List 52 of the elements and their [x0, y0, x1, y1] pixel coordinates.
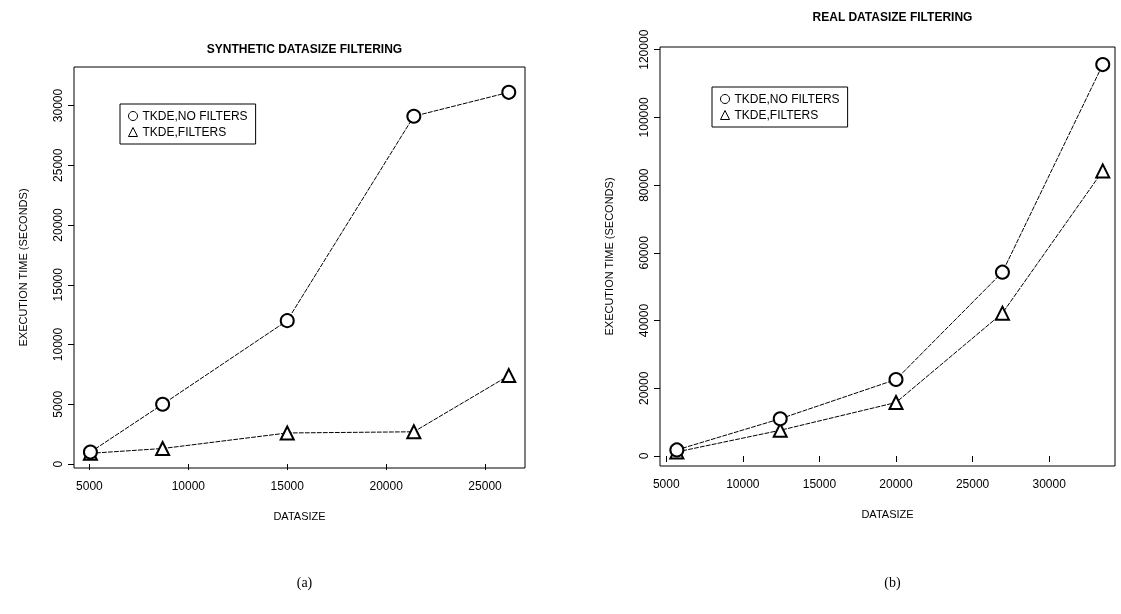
y-tick-label: 60000: [637, 235, 651, 270]
x-tick-label: 15000: [270, 479, 305, 493]
y-tick-label: 5000: [51, 390, 65, 418]
point: [155, 441, 171, 457]
y-tick-label: 0: [637, 452, 651, 460]
y-axis-title: EXECUTION TIME (SECONDS): [602, 177, 615, 336]
point: [279, 425, 295, 441]
text: (b): [884, 574, 901, 591]
y-tick-label: 80000: [637, 168, 651, 202]
point: [406, 108, 422, 124]
point: [155, 396, 171, 412]
x-tick-label: 15000: [802, 477, 837, 491]
y-tick-label: 10000: [51, 327, 65, 362]
legend-label: TKDE,FILTERS: [734, 108, 819, 122]
x-axis-title: DATASIZE: [861, 507, 914, 520]
y-tick-label: 120000: [637, 29, 651, 70]
x-tick-label: 5000: [652, 477, 680, 491]
y-tick-label: 40000: [637, 303, 651, 338]
point: [888, 395, 904, 411]
point: [501, 368, 517, 384]
x-tick-label: 30000: [1032, 477, 1067, 491]
point: [501, 84, 517, 100]
y-tick-label: 20000: [51, 208, 65, 242]
text: (a): [296, 574, 313, 591]
chart-title: REAL DATASIZE FILTERING: [812, 10, 973, 24]
legend-label: TKDE,FILTERS: [142, 125, 227, 139]
point: [772, 411, 788, 427]
x-tick-label: 25000: [955, 477, 990, 491]
legend-label: TKDE,NO FILTERS: [734, 92, 840, 106]
x-tick-label: 10000: [726, 477, 760, 491]
point: [994, 305, 1010, 321]
point: [1095, 163, 1111, 179]
y-tick-label: 20000: [637, 371, 651, 405]
x-axis-title: DATASIZE: [273, 509, 326, 522]
y-tick-label: 25000: [51, 148, 65, 182]
point: [1095, 57, 1111, 73]
x-tick-label: 20000: [879, 477, 914, 491]
y-axis-title: EXECUTION TIME (SECONDS): [16, 188, 29, 347]
x-tick-label: 20000: [369, 479, 404, 493]
legend-label: TKDE,NO FILTERS: [142, 109, 248, 123]
x-tick-label: 10000: [171, 479, 206, 493]
point: [994, 264, 1010, 280]
y-tick-label: 100000: [637, 97, 651, 138]
point: [406, 424, 422, 440]
y-tick-label: 0: [51, 460, 65, 468]
y-tick-label: 30000: [51, 88, 65, 123]
x-tick-label: 25000: [468, 479, 503, 493]
chart-title: SYNTHETIC DATASIZE FILTERING: [206, 42, 403, 56]
y-tick-label: 15000: [51, 267, 65, 302]
point: [279, 313, 295, 329]
x-tick-label: 5000: [76, 479, 104, 493]
point: [888, 371, 904, 387]
